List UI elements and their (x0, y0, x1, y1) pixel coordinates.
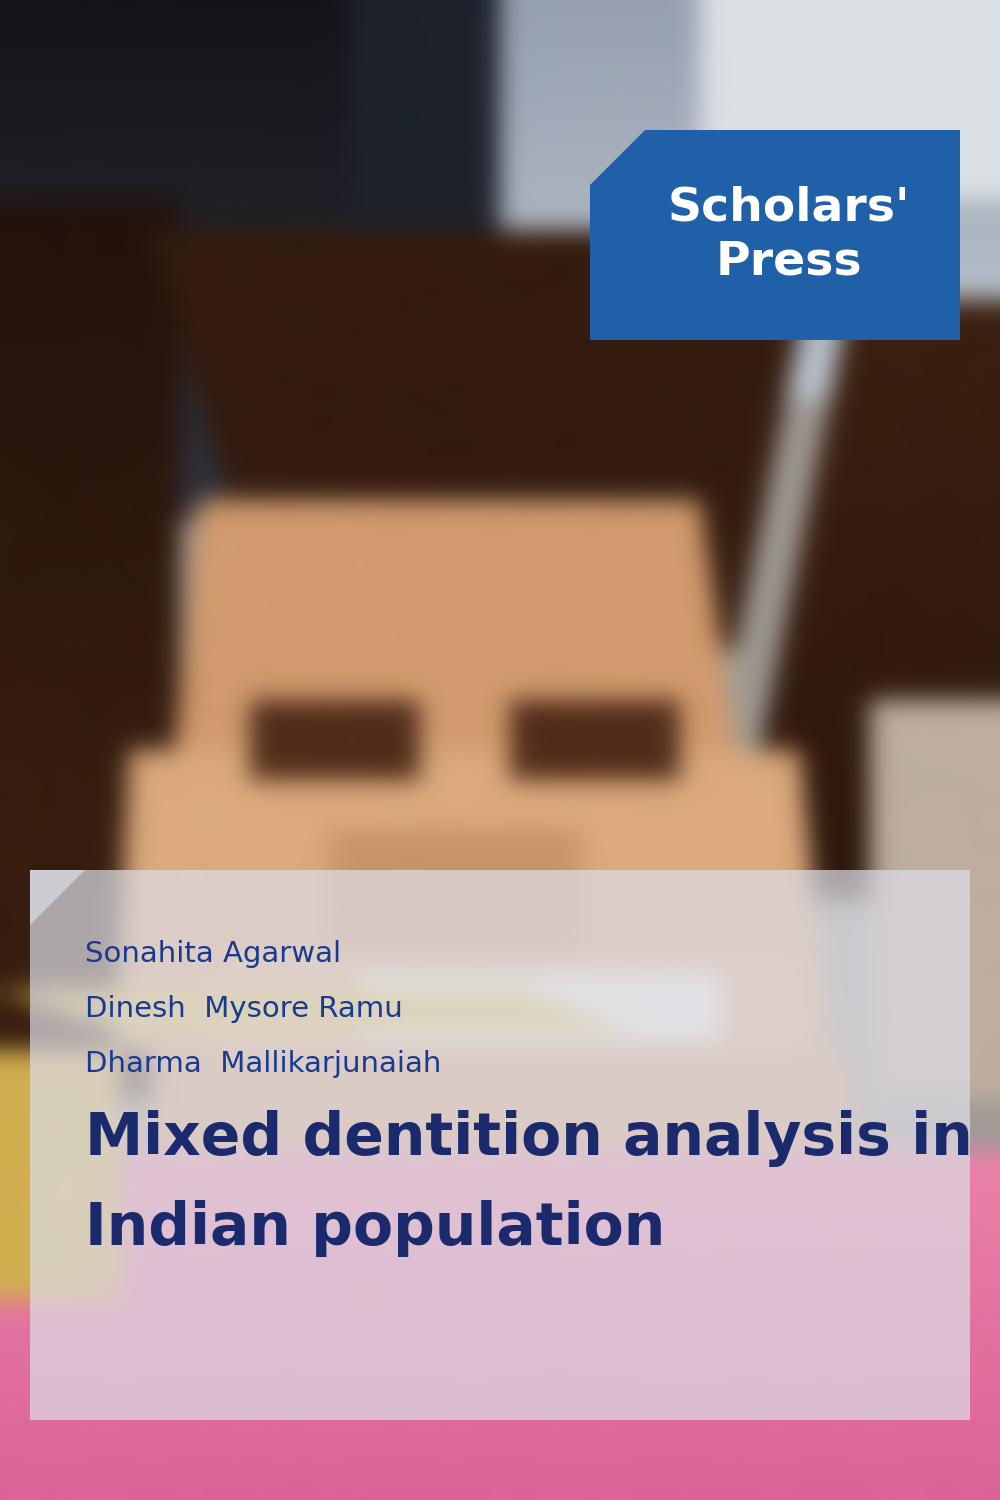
Text: Sonahita Agarwal: Sonahita Agarwal (85, 940, 341, 968)
Text: Dharma  Mallikarjunaiah: Dharma Mallikarjunaiah (85, 1050, 441, 1078)
Polygon shape (30, 870, 85, 925)
Text: Dinesh  Mysore Ramu: Dinesh Mysore Ramu (85, 994, 403, 1023)
FancyBboxPatch shape (30, 870, 970, 1420)
Polygon shape (590, 130, 960, 340)
Text: Scholars'
Press: Scholars' Press (668, 186, 910, 285)
Text: Indian population: Indian population (85, 1200, 665, 1257)
Text: Mixed dentition analysis in: Mixed dentition analysis in (85, 1110, 973, 1167)
